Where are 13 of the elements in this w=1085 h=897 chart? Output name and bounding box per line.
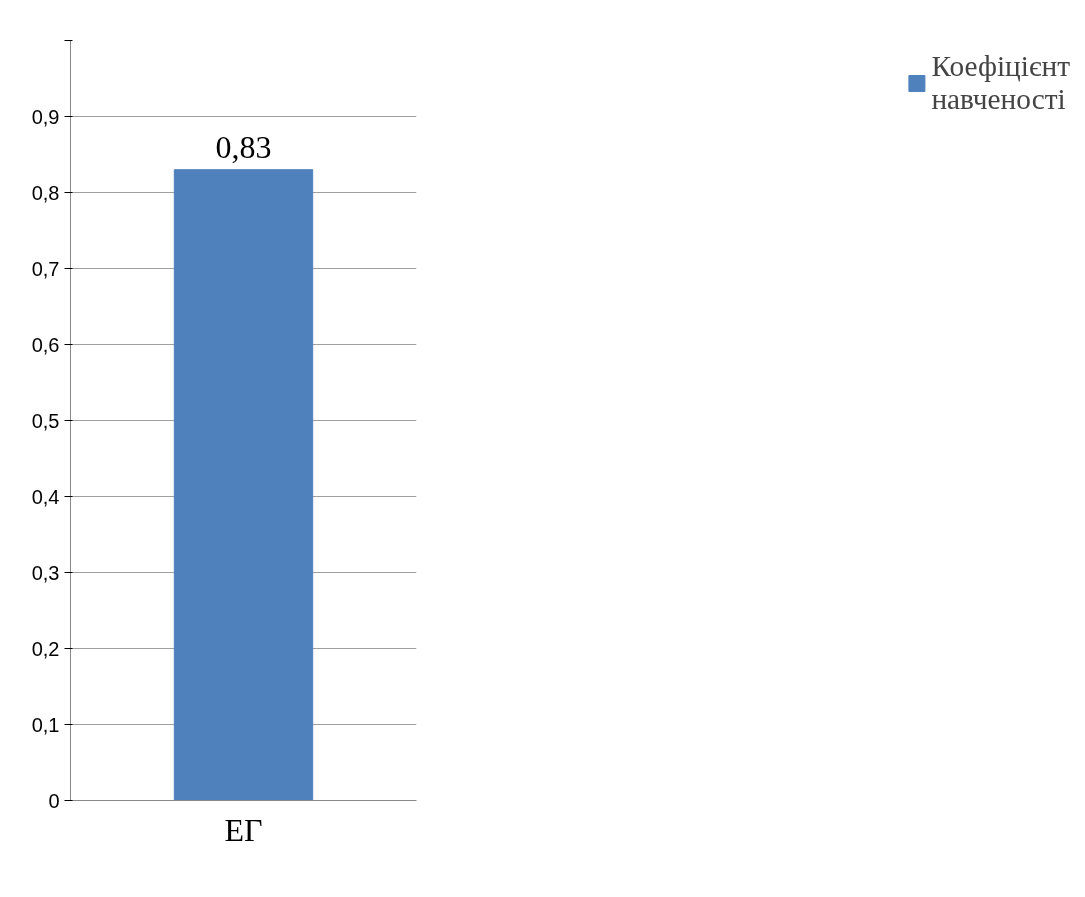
x-tick-label: ЕГ (224, 811, 263, 848)
y-tick-label: 0,8 (31, 181, 60, 204)
y-tick-label: 0 (48, 789, 60, 812)
y-tick-label: 0,9 (31, 105, 60, 128)
y-tick-label: 0,2 (31, 637, 60, 660)
y-tick-label: 0,1 (31, 713, 60, 736)
legend-label: Коефіцієнт навченості (931, 50, 1070, 116)
y-tick-label: 0,7 (31, 257, 60, 280)
data-label: 0,83 (215, 128, 272, 165)
y-tick-label: 0,6 (31, 333, 60, 356)
y-tick-label: 0,4 (31, 485, 60, 508)
y-tick-label: 0,5 (31, 409, 60, 432)
y-tick-label: 0,3 (31, 561, 60, 584)
